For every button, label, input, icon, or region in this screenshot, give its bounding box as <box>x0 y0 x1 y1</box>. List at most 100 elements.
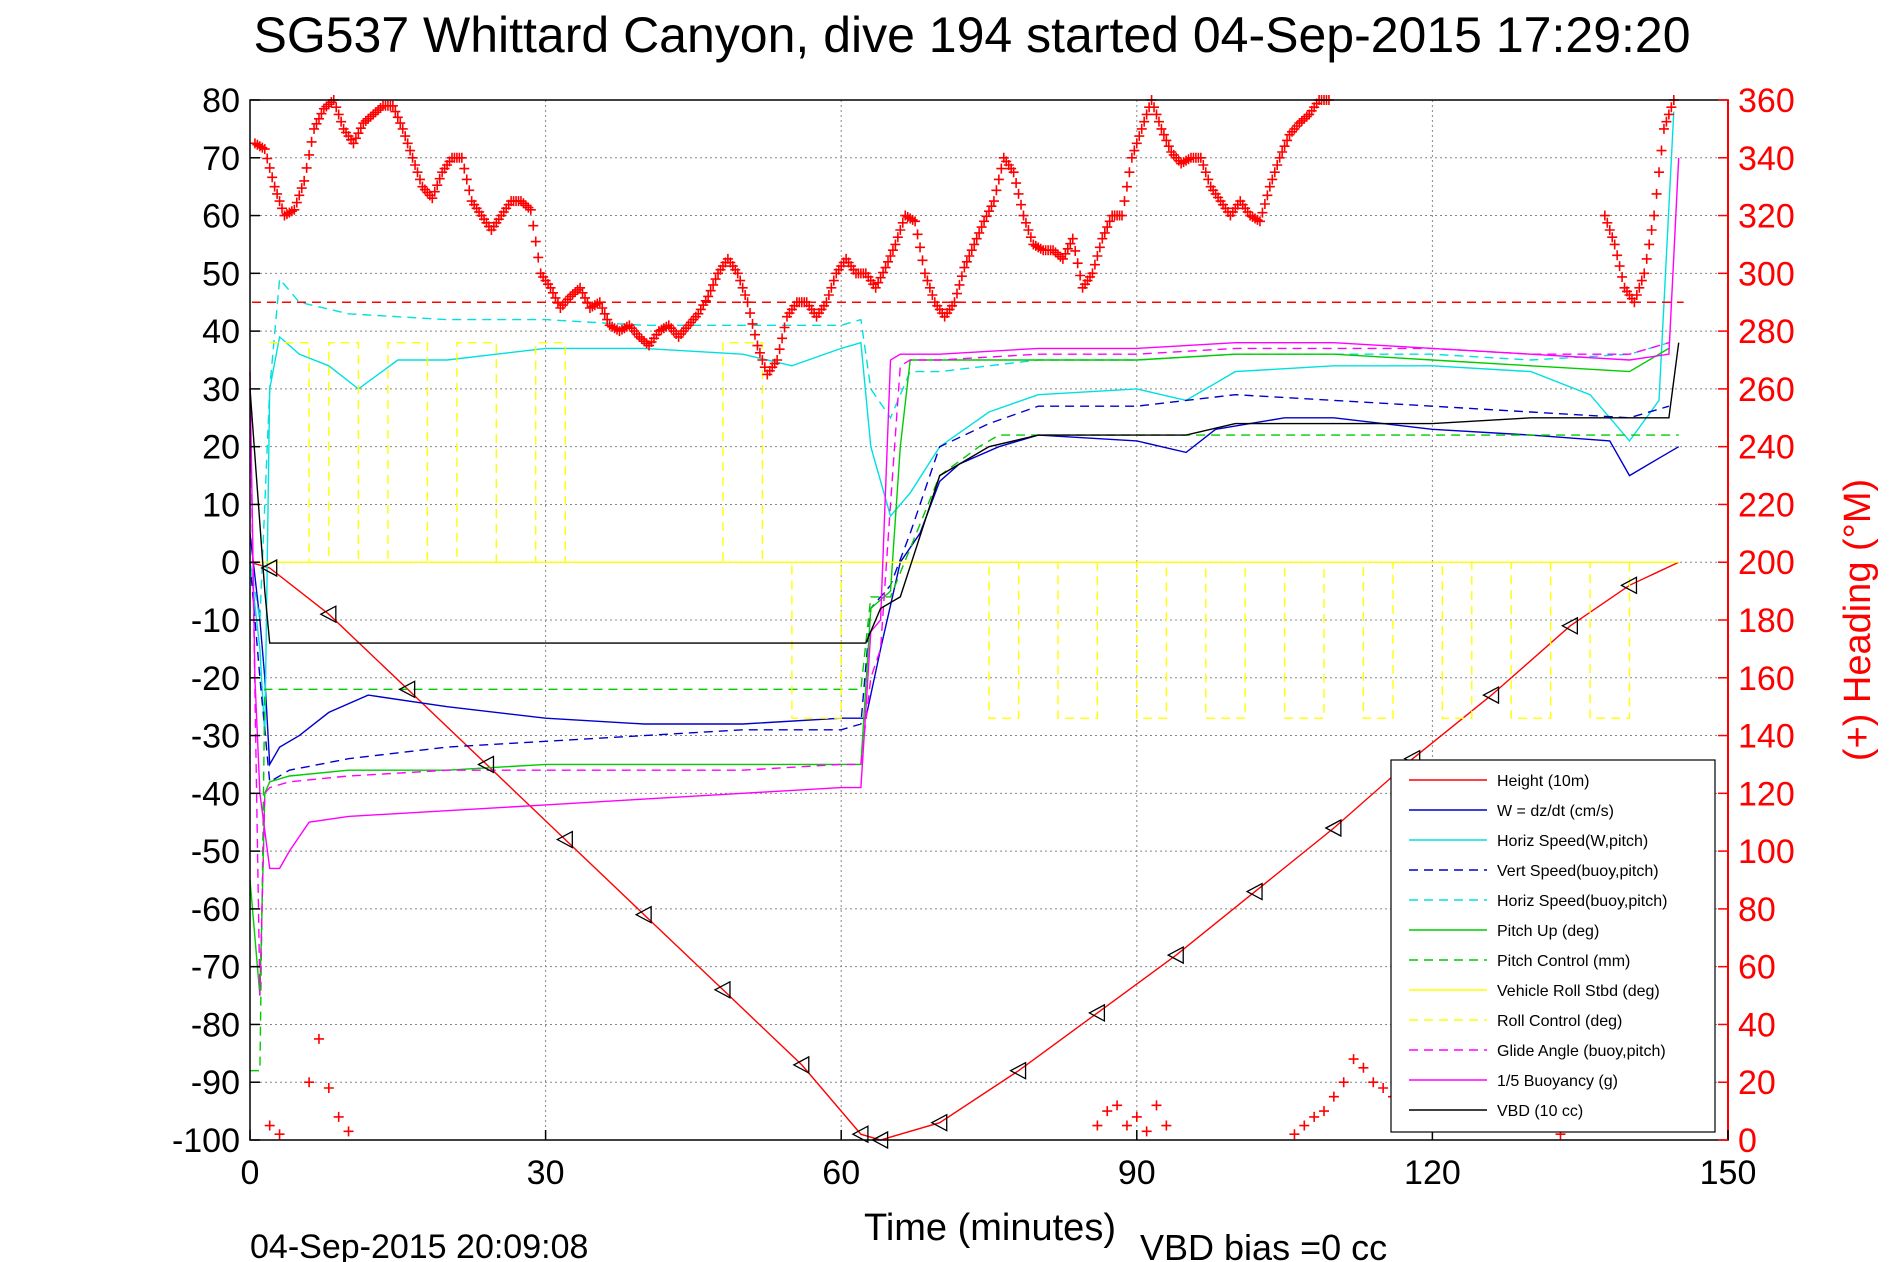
series-line-8 <box>269 342 1669 719</box>
heading-point <box>296 183 307 194</box>
heading-point <box>1065 238 1076 249</box>
heading-point <box>1112 1100 1123 1111</box>
heading-point <box>1183 154 1194 165</box>
heading-point <box>1060 248 1071 259</box>
legend-entry: Roll Control (deg) <box>1497 1013 1622 1030</box>
heading-point <box>1604 225 1615 235</box>
heading-point <box>461 174 472 185</box>
heading-point <box>774 344 785 355</box>
y2-tick-label: 240 <box>1738 429 1795 467</box>
heading-point <box>1267 174 1278 185</box>
heading-point <box>395 118 406 129</box>
y-tick-label: 10 <box>202 486 240 524</box>
y2-tick-label: 80 <box>1738 891 1776 929</box>
heading-point <box>956 271 967 282</box>
y-tick-label: -20 <box>191 660 240 698</box>
heading-point <box>1612 250 1623 261</box>
heading-point <box>291 197 302 208</box>
y-tick-label: -90 <box>191 1064 240 1102</box>
heading-point <box>757 355 768 365</box>
heading-point <box>890 239 901 250</box>
heading-point <box>710 274 721 285</box>
x-tick-label: 60 <box>822 1154 860 1192</box>
legend-entry: Horiz Speed(W,pitch) <box>1497 833 1648 850</box>
y2-tick-label: 100 <box>1738 833 1795 871</box>
heading-point <box>1289 1129 1300 1140</box>
heading-point <box>304 149 315 160</box>
heading-point <box>1102 222 1113 233</box>
heading-point <box>1163 141 1174 152</box>
heading-point <box>754 347 765 358</box>
heading-point <box>887 245 898 256</box>
heading-point <box>1102 1106 1113 1117</box>
height-marker <box>319 605 337 624</box>
heading-point <box>924 282 935 293</box>
heading-point <box>1139 116 1150 127</box>
heading-point <box>304 1077 315 1088</box>
heading-point <box>405 145 416 156</box>
heading-point <box>1259 199 1270 209</box>
x-tick-label: 150 <box>1700 1154 1757 1192</box>
heading-point <box>1072 258 1083 269</box>
heading-point <box>897 217 908 228</box>
heading-point <box>1257 207 1268 218</box>
heading-point <box>1299 113 1310 124</box>
height-marker <box>634 905 652 924</box>
heading-point <box>752 340 763 351</box>
heading-point <box>313 113 324 124</box>
height-marker <box>930 1113 948 1132</box>
heading-point <box>1641 253 1652 264</box>
heading-point <box>1274 152 1285 163</box>
heading-point <box>277 203 288 214</box>
heading-point <box>1131 138 1142 149</box>
heading-point <box>432 180 443 191</box>
heading-point <box>1252 214 1263 225</box>
heading-point <box>358 118 369 129</box>
heading-point <box>1282 135 1293 146</box>
height-marker <box>477 755 495 774</box>
heading-point <box>257 142 268 153</box>
heading-point <box>1126 152 1137 163</box>
heading-point <box>974 227 985 238</box>
heading-point <box>565 291 576 302</box>
heading-point <box>1661 116 1672 127</box>
heading-point <box>1338 1077 1349 1088</box>
y-tick-label: -50 <box>191 833 240 871</box>
heading-point <box>895 225 906 235</box>
heading-point <box>1016 199 1027 210</box>
heading-point <box>272 188 283 199</box>
legend-entry: Vehicle Roll Stbd (deg) <box>1497 983 1660 1000</box>
heading-point <box>360 115 371 126</box>
heading-point <box>1035 243 1046 254</box>
legend-entry: Height (10m) <box>1497 773 1589 790</box>
heading-point <box>264 1120 275 1131</box>
x-tick-label: 0 <box>241 1154 260 1192</box>
heading-point <box>1200 167 1211 178</box>
heading-point <box>1296 115 1307 126</box>
y-tick-label: 30 <box>202 371 240 409</box>
heading-point <box>370 107 381 118</box>
heading-point <box>1151 109 1162 120</box>
heading-point <box>1141 1126 1152 1137</box>
series-line-1 <box>249 417 1680 767</box>
heading-point <box>912 229 923 240</box>
heading-point <box>1131 1111 1142 1122</box>
heading-point <box>414 174 425 185</box>
heading-point <box>350 133 361 144</box>
heading-point <box>1358 1062 1369 1073</box>
heading-point <box>545 282 556 293</box>
heading-point <box>515 196 526 207</box>
heading-point <box>1602 217 1613 228</box>
heading-point <box>429 186 440 197</box>
heading-point <box>922 275 933 286</box>
y-tick-label: 0 <box>221 544 240 582</box>
y2-tick-label: 20 <box>1738 1064 1776 1102</box>
x-axis-label: Time (minutes) <box>864 1207 1116 1249</box>
legend-entry: Pitch Up (deg) <box>1497 923 1599 940</box>
y2-tick-label: 260 <box>1738 371 1795 409</box>
heading-point <box>1121 1120 1132 1131</box>
heading-point <box>1099 227 1110 238</box>
heading-point <box>1299 1120 1310 1131</box>
height-marker <box>1324 818 1342 838</box>
heading-point <box>907 214 918 225</box>
